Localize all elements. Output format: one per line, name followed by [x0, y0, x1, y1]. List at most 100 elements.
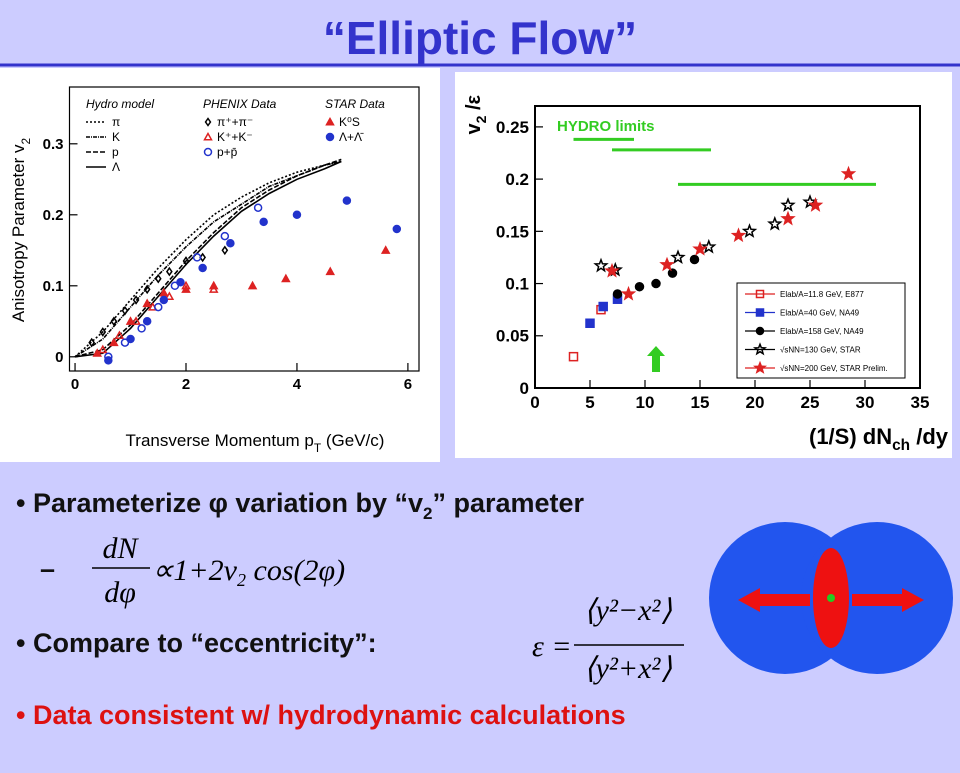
x-axis-label: (1/S) dNch /dy [809, 424, 949, 454]
point [325, 266, 336, 276]
point [380, 245, 391, 254]
bullets: • Parameterize φ variation by “v2” param… [16, 488, 626, 730]
text: Transverse Momentum p [126, 431, 314, 450]
point [182, 256, 190, 266]
y-tick-label: 0.2 [43, 207, 64, 224]
point [131, 316, 141, 325]
point [104, 356, 113, 365]
point [165, 266, 173, 277]
point [292, 210, 302, 220]
rhs: ∝1+2v2 cos(2φ) [152, 554, 345, 590]
point [692, 240, 708, 256]
point [109, 337, 119, 347]
x-tick-label: 4 [293, 376, 302, 393]
denominator: dφ [104, 576, 136, 609]
hydro-curve [74, 158, 342, 358]
bullet-text: Parameterize φ variation by “v2” paramet… [33, 488, 585, 523]
point [730, 227, 747, 243]
y-tick-label: 0.1 [43, 278, 64, 295]
point [689, 254, 700, 265]
text: /ε [463, 94, 485, 115]
legend-label: Λ [112, 160, 120, 174]
point [281, 273, 291, 283]
subscript: 2 [473, 115, 489, 123]
subscript: ch [892, 437, 910, 454]
point [253, 203, 263, 212]
point [840, 165, 857, 181]
legend-label: K⁰S [339, 115, 360, 129]
y-tick-label: 0 [55, 349, 63, 366]
point [110, 316, 118, 327]
x-tick-label: 20 [746, 393, 765, 412]
point [247, 280, 258, 290]
legend-title: PHENIX Data [203, 97, 277, 111]
x-tick-label: 0 [530, 393, 539, 412]
legend-marker [204, 117, 212, 127]
point [593, 257, 609, 273]
y-tick-label: 0.2 [505, 170, 529, 189]
legend-marker [325, 132, 335, 142]
point [568, 351, 579, 362]
text: (1/S) dN [809, 424, 892, 449]
point [659, 256, 675, 272]
formula: dN dφ ∝1+2v2 cos(2φ) ε = ⟨y²−x²⟩ ⟨y²+x²⟩ [92, 532, 684, 685]
point [198, 263, 207, 273]
y-axis-label: v2 /ε [463, 94, 489, 134]
point [598, 301, 608, 312]
text: cos(2φ) [246, 554, 345, 587]
point [220, 231, 230, 241]
x-tick-label: 2 [182, 376, 190, 393]
annotation: HYDRO limits [557, 118, 655, 135]
legend-marker [752, 342, 768, 356]
point [92, 348, 103, 357]
x-tick-label: 5 [585, 393, 594, 412]
point [221, 245, 229, 256]
point [767, 215, 783, 231]
y-tick-label: 0.15 [496, 222, 529, 241]
legend-label: p [112, 145, 119, 159]
point [114, 330, 125, 340]
point [143, 284, 151, 295]
x-tick-label: 25 [801, 393, 820, 412]
arrow [647, 346, 665, 372]
hydro-curve [74, 160, 342, 358]
x-tick-label: 0 [71, 376, 79, 393]
legend-label: √sNN=130 GeV, STAR [780, 346, 861, 355]
bullet-text: Compare to “eccentricity”: [33, 628, 377, 658]
chart-panel [0, 68, 440, 462]
arrow [852, 588, 924, 612]
text: /dy [910, 424, 949, 449]
legend-label: √sNN=200 GeV, STAR Prelim. [780, 364, 888, 373]
point [807, 197, 824, 212]
legend-marker [203, 131, 213, 141]
collision-diagram [709, 522, 953, 674]
point [667, 268, 678, 278]
point [181, 284, 191, 293]
point [585, 318, 595, 328]
point [226, 238, 235, 248]
bullet: • [16, 488, 25, 518]
subscript: 2 [19, 137, 33, 144]
point [125, 316, 136, 325]
y-axis-label: Anisotropy Parameter v2 [9, 137, 33, 322]
text: Anisotropy Parameter v [9, 144, 28, 322]
y-tick-label: 0.1 [505, 275, 529, 294]
x-tick-label: 35 [911, 393, 930, 412]
point [392, 224, 402, 234]
legend-label: Elab/A=158 GeV, NA49 [780, 327, 864, 336]
point [99, 327, 107, 337]
dash: – [40, 554, 55, 584]
point [620, 285, 637, 301]
numerator: ⟨y²−x²⟩ [584, 594, 673, 627]
point [159, 287, 169, 297]
legend-label: π⁺+π⁻ [217, 115, 253, 129]
point [154, 273, 162, 284]
legend-title: Hydro model [86, 97, 154, 111]
point [142, 298, 152, 308]
point [121, 305, 129, 316]
x-tick-label: 10 [636, 393, 655, 412]
point [651, 278, 661, 289]
point [88, 337, 96, 348]
